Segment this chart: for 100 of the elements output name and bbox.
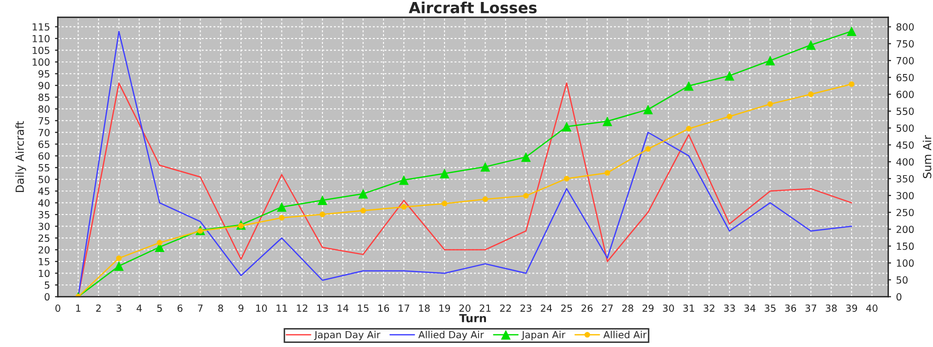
x-tick-label: 22 bbox=[500, 304, 511, 312]
y-tick-label: 45 bbox=[38, 188, 50, 195]
y2-tick-label: 600 bbox=[896, 90, 914, 98]
point bbox=[398, 175, 409, 185]
point bbox=[521, 152, 531, 162]
x-axis-title: Turn bbox=[459, 314, 486, 322]
x-tick-label: 31 bbox=[683, 304, 694, 312]
x-tick-label: 2 bbox=[96, 304, 101, 312]
x-tick-label: 1 bbox=[76, 304, 80, 312]
y-tick-label: 105 bbox=[32, 46, 50, 54]
x-tick-label: 19 bbox=[439, 304, 450, 312]
point bbox=[684, 80, 694, 91]
y2-tick-label: 200 bbox=[896, 226, 914, 234]
y-tick-label: 85 bbox=[38, 94, 50, 101]
point bbox=[278, 214, 284, 221]
point bbox=[686, 126, 692, 132]
y-tick-label: 20 bbox=[38, 246, 50, 254]
x-tick-label: 5 bbox=[157, 304, 162, 312]
point bbox=[482, 196, 488, 202]
x-tick-label: 32 bbox=[704, 304, 714, 312]
y2-axis-title: Sum Air bbox=[922, 135, 932, 178]
x-tick-label: 0 bbox=[55, 304, 60, 312]
y-tick-label: 30 bbox=[38, 222, 50, 230]
y-tick-label: 35 bbox=[38, 211, 50, 218]
y-tick-label: 110 bbox=[32, 34, 50, 42]
y2-tick-label: 350 bbox=[896, 175, 914, 182]
y2-tick-label: 650 bbox=[896, 74, 914, 82]
y2-tick-label: 400 bbox=[896, 158, 914, 166]
point bbox=[116, 255, 122, 262]
point bbox=[643, 104, 653, 114]
x-tick-label: 21 bbox=[480, 304, 491, 312]
y2-tick-label: 750 bbox=[896, 40, 914, 48]
legend-label: Japan Day Air bbox=[314, 330, 380, 340]
y-tick-label: 50 bbox=[38, 176, 50, 184]
y2-tick-label: 550 bbox=[896, 108, 914, 115]
x-tick-label: 8 bbox=[218, 304, 224, 312]
y-tick-label: 10 bbox=[38, 270, 50, 278]
x-tick-label: 35 bbox=[764, 304, 776, 312]
point bbox=[645, 146, 651, 152]
x-tick-label: 28 bbox=[622, 304, 634, 312]
y-tick-label: 80 bbox=[38, 105, 50, 113]
point bbox=[401, 204, 407, 210]
point bbox=[602, 116, 612, 126]
x-tick-label: 15 bbox=[358, 304, 368, 312]
y-tick-label: 15 bbox=[38, 258, 50, 266]
x-tick-label: 20 bbox=[459, 304, 470, 312]
y2-tick-label: 500 bbox=[896, 124, 914, 132]
point bbox=[358, 188, 368, 199]
point bbox=[604, 170, 610, 176]
x-tick-label: 37 bbox=[805, 304, 816, 312]
y2-tick-label: 450 bbox=[896, 141, 914, 149]
legend-label: Allied Day Air bbox=[418, 330, 484, 340]
x-tick-label: 24 bbox=[540, 304, 552, 312]
y2-tick-label: 700 bbox=[896, 57, 914, 64]
x-tick-label: 9 bbox=[238, 304, 244, 312]
legend-label: Japan Air bbox=[521, 330, 566, 340]
y2-tick-label: 50 bbox=[896, 276, 908, 284]
y-tick-label: 65 bbox=[38, 140, 50, 148]
y2-tick-label: 0 bbox=[896, 293, 902, 301]
y2-tick-label: 150 bbox=[896, 242, 914, 250]
point bbox=[806, 40, 816, 50]
point bbox=[318, 195, 328, 206]
point bbox=[846, 26, 856, 36]
point bbox=[726, 114, 732, 120]
x-tick-label: 40 bbox=[866, 304, 878, 312]
point bbox=[564, 176, 570, 182]
point bbox=[523, 193, 529, 199]
point bbox=[480, 162, 490, 172]
x-tick-label: 3 bbox=[116, 304, 122, 312]
y-tick-label: 40 bbox=[38, 199, 50, 207]
point bbox=[562, 122, 572, 132]
point bbox=[442, 200, 448, 206]
x-tick-label: 7 bbox=[198, 304, 203, 312]
y-tick-label: 75 bbox=[38, 117, 50, 124]
point bbox=[156, 240, 162, 246]
x-tick-label: 29 bbox=[642, 304, 654, 312]
y2-tick-label: 800 bbox=[896, 23, 914, 31]
point bbox=[114, 261, 124, 271]
x-tick-label: 6 bbox=[178, 304, 182, 312]
chart-title: Aircraft Losses bbox=[408, 2, 537, 14]
legend-label: Allied Air bbox=[603, 330, 647, 338]
x-tick-label: 23 bbox=[520, 304, 532, 312]
y-tick-label: 60 bbox=[38, 152, 50, 160]
x-tick-label: 38 bbox=[826, 304, 837, 312]
x-tick-label: 4 bbox=[136, 304, 142, 312]
y-tick-label: 115 bbox=[32, 23, 50, 31]
x-tick-label: 26 bbox=[582, 304, 593, 312]
x-tick-label: 27 bbox=[602, 304, 613, 312]
point bbox=[320, 212, 326, 218]
point bbox=[360, 208, 366, 214]
y2-tick-label: 300 bbox=[896, 192, 914, 200]
y-tick-label: 70 bbox=[38, 128, 50, 136]
x-tick-label: 10 bbox=[256, 304, 267, 312]
y-tick-label: 100 bbox=[32, 58, 50, 66]
y-tick-label: 95 bbox=[38, 70, 50, 78]
y2-tick-label: 100 bbox=[896, 259, 914, 267]
x-tick-label: 12 bbox=[296, 304, 308, 312]
y-tick-label: 90 bbox=[38, 82, 50, 90]
x-tick-label: 11 bbox=[276, 304, 288, 312]
y-tick-label: 55 bbox=[38, 164, 50, 172]
